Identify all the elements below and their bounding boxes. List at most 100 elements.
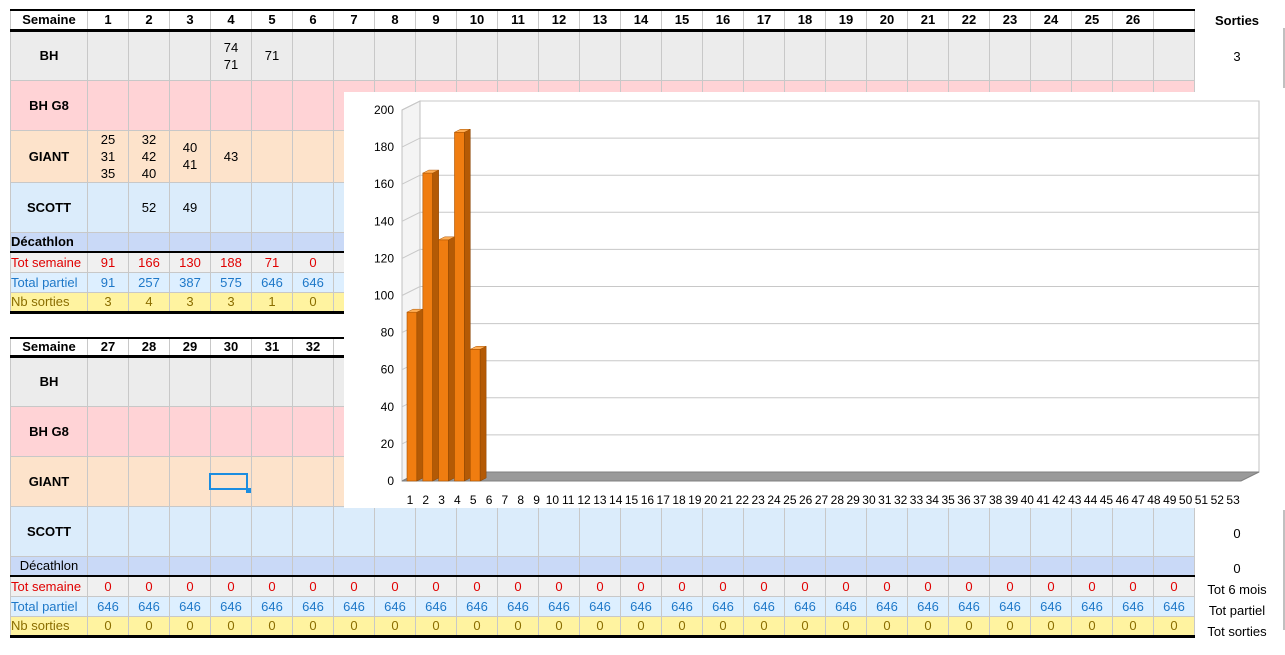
cell[interactable]: [169, 79, 211, 131]
week-header[interactable]: 14: [620, 9, 662, 32]
value-cell[interactable]: 646: [456, 595, 498, 617]
value-cell[interactable]: 0: [292, 251, 334, 273]
cell[interactable]: [87, 505, 129, 557]
week-header[interactable]: 13: [579, 9, 621, 32]
cell[interactable]: 74 71: [210, 29, 252, 81]
value-cell[interactable]: 0: [702, 615, 744, 638]
cell[interactable]: [251, 405, 293, 457]
value-cell[interactable]: 3: [210, 291, 252, 314]
fill-handle[interactable]: [246, 488, 251, 493]
value-cell[interactable]: 646: [1112, 595, 1154, 617]
cell[interactable]: [948, 505, 990, 557]
week-header[interactable]: 8: [374, 9, 416, 32]
value-cell[interactable]: 0: [784, 615, 826, 638]
cell[interactable]: [292, 79, 334, 131]
cell[interactable]: [292, 231, 334, 253]
value-cell[interactable]: 0: [374, 575, 416, 597]
value-cell[interactable]: 0: [169, 575, 211, 597]
value-cell[interactable]: 0: [456, 575, 498, 597]
cell[interactable]: [128, 231, 170, 253]
cell[interactable]: [1112, 29, 1154, 81]
value-cell[interactable]: 0: [866, 575, 908, 597]
value-cell[interactable]: 0: [333, 615, 375, 638]
value-cell[interactable]: 0: [456, 615, 498, 638]
row-label[interactable]: SCOTT: [10, 181, 88, 233]
cell[interactable]: [1112, 555, 1154, 577]
week-header[interactable]: 28: [128, 337, 170, 358]
cell[interactable]: [989, 505, 1031, 557]
cell[interactable]: [661, 555, 703, 577]
value-cell[interactable]: 0: [702, 575, 744, 597]
cell[interactable]: [87, 405, 129, 457]
cell[interactable]: [1153, 555, 1195, 577]
week-header[interactable]: 11: [497, 9, 539, 32]
value-cell[interactable]: 0: [743, 615, 785, 638]
cell[interactable]: [620, 505, 662, 557]
value-cell[interactable]: 0: [415, 575, 457, 597]
value-cell[interactable]: 0: [989, 615, 1031, 638]
value-cell[interactable]: 0: [128, 575, 170, 597]
cell[interactable]: [210, 231, 252, 253]
cell[interactable]: [661, 505, 703, 557]
week-header[interactable]: 10: [456, 9, 498, 32]
cell[interactable]: [538, 29, 580, 81]
week-header[interactable]: 2: [128, 9, 170, 32]
value-cell[interactable]: 646: [251, 595, 293, 617]
cell[interactable]: [456, 29, 498, 81]
cell[interactable]: [456, 555, 498, 577]
cell[interactable]: [292, 505, 334, 557]
cell[interactable]: [1030, 555, 1072, 577]
row-label[interactable]: Nb sorties: [10, 615, 88, 638]
cell[interactable]: [415, 505, 457, 557]
cell[interactable]: [1071, 29, 1113, 81]
cell[interactable]: [784, 29, 826, 81]
week-header[interactable]: 12: [538, 9, 580, 32]
value-cell[interactable]: 166: [128, 251, 170, 273]
value-cell[interactable]: 646: [702, 595, 744, 617]
cell[interactable]: [948, 29, 990, 81]
cell[interactable]: [866, 29, 908, 81]
value-cell[interactable]: 0: [1153, 615, 1195, 638]
cell[interactable]: [169, 231, 211, 253]
cell[interactable]: [169, 555, 211, 577]
week-header[interactable]: 7: [333, 9, 375, 32]
cell[interactable]: [251, 505, 293, 557]
row-label[interactable]: Tot semaine: [10, 251, 88, 273]
cell[interactable]: [251, 79, 293, 131]
value-cell[interactable]: 0: [661, 615, 703, 638]
cell[interactable]: [784, 555, 826, 577]
cell[interactable]: [87, 355, 129, 407]
value-cell[interactable]: 646: [497, 595, 539, 617]
row-label[interactable]: Tot semaine: [10, 575, 88, 597]
value-cell[interactable]: 646: [866, 595, 908, 617]
value-cell[interactable]: 0: [1030, 615, 1072, 638]
value-cell[interactable]: 646: [948, 595, 990, 617]
cell[interactable]: [374, 29, 416, 81]
value-cell[interactable]: 1: [251, 291, 293, 314]
cell[interactable]: [87, 181, 129, 233]
value-cell[interactable]: 0: [497, 615, 539, 638]
value-cell[interactable]: 4: [128, 291, 170, 314]
row-label[interactable]: Nb sorties: [10, 291, 88, 314]
value-cell[interactable]: 646: [1030, 595, 1072, 617]
cell[interactable]: [251, 555, 293, 577]
value-cell[interactable]: 646: [579, 595, 621, 617]
cell[interactable]: 71: [251, 29, 293, 81]
value-cell[interactable]: 0: [866, 615, 908, 638]
value-cell[interactable]: 646: [743, 595, 785, 617]
cell[interactable]: [743, 505, 785, 557]
value-cell[interactable]: 0: [251, 615, 293, 638]
value-cell[interactable]: 257: [128, 271, 170, 293]
value-cell[interactable]: 387: [169, 271, 211, 293]
value-cell[interactable]: 0: [374, 615, 416, 638]
cell[interactable]: [251, 181, 293, 233]
cell[interactable]: [128, 505, 170, 557]
row-label[interactable]: GIANT: [10, 129, 88, 183]
cell[interactable]: [907, 555, 949, 577]
value-cell[interactable]: 646: [661, 595, 703, 617]
cell[interactable]: [1153, 505, 1195, 557]
week-header[interactable]: 21: [907, 9, 949, 32]
cell[interactable]: [87, 29, 129, 81]
cell[interactable]: [128, 555, 170, 577]
value-cell[interactable]: 0: [948, 615, 990, 638]
